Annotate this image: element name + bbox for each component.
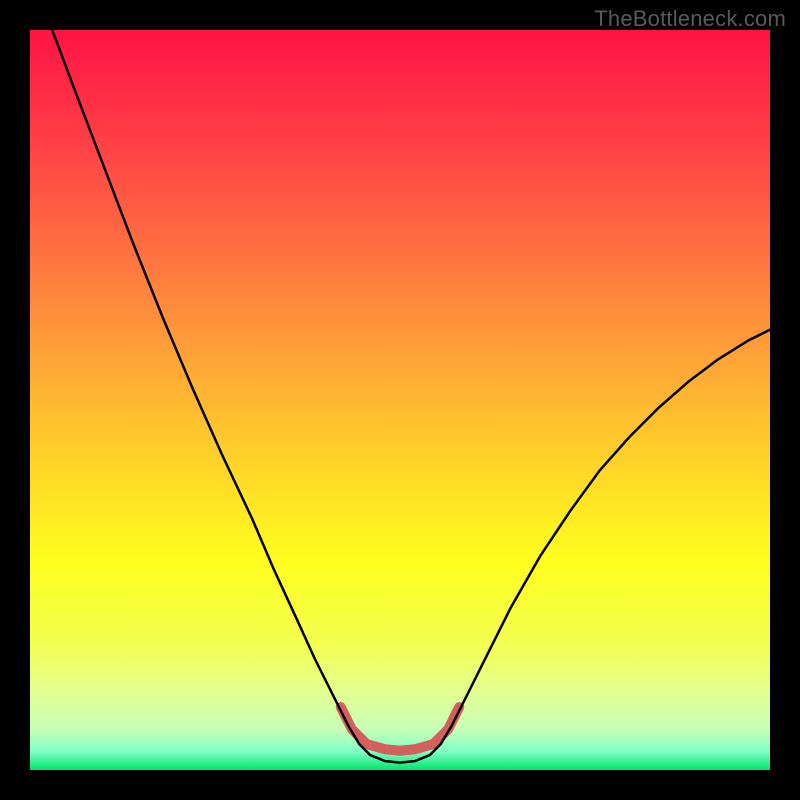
plot-area	[30, 30, 770, 770]
gradient-background	[30, 30, 770, 770]
chart-svg	[30, 30, 770, 770]
chart-frame: TheBottleneck.com	[0, 0, 800, 800]
watermark-text: TheBottleneck.com	[594, 6, 786, 32]
